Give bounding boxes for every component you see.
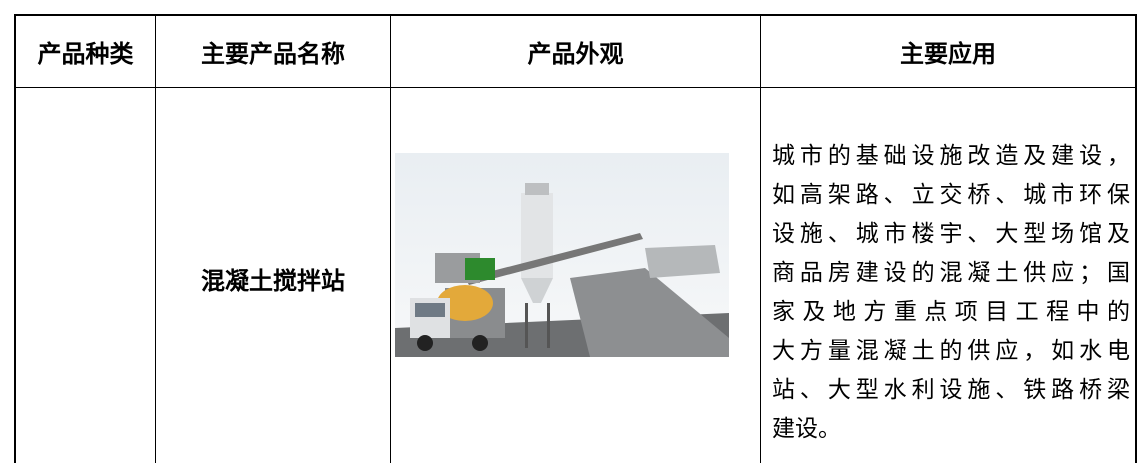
table-border xyxy=(14,87,1137,88)
application-text: 城市的基础设施改造及建设， 如高架路、立交桥、城市环保 设施、城市楼宇、大型场馆及商… xyxy=(772,136,1130,448)
table-border xyxy=(760,14,761,463)
application-line: 设施、城市楼宇、大型场馆及 xyxy=(772,221,1130,246)
table-border xyxy=(390,14,391,463)
header-cell: 产品种类 xyxy=(37,42,134,68)
table-border xyxy=(1135,14,1137,463)
application-line: 大方量混凝土的供应，如水电 xyxy=(772,338,1130,363)
table-border xyxy=(155,14,156,463)
application-line: 站、大型水利设施、铁路桥梁 xyxy=(772,377,1130,402)
application-line: 商品房建设的混凝土供应；国 xyxy=(772,260,1130,285)
header-cell: 主要产品名称 xyxy=(201,42,345,68)
table-border xyxy=(14,14,16,463)
header-cell: 主要应用 xyxy=(900,42,996,68)
application-line: 城市的基础设施改造及建设， xyxy=(772,143,1130,168)
application-line: 如高架路、立交桥、城市环保 xyxy=(772,182,1130,207)
table-border xyxy=(14,14,1137,16)
application-line: 家及地方重点项目工程中的 xyxy=(772,299,1130,324)
product-image xyxy=(395,153,729,357)
application-line: 建设。 xyxy=(772,416,841,441)
header-cell: 产品外观 xyxy=(527,42,624,68)
product-name: 混凝土搅拌站 xyxy=(201,268,345,295)
